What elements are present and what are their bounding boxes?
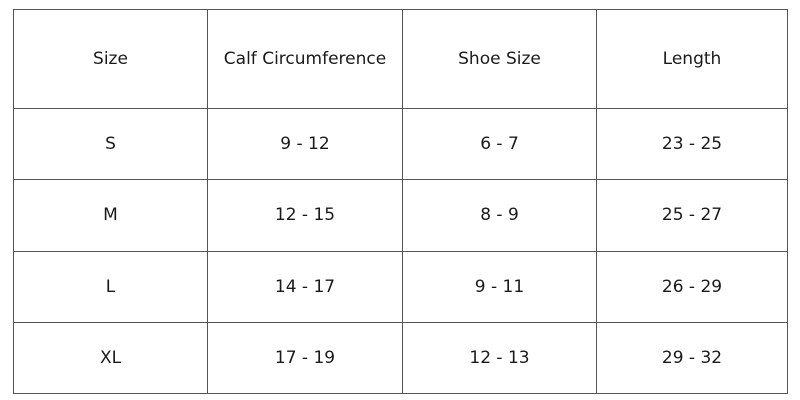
cell-shoe-size: 6 - 7 bbox=[402, 107, 597, 181]
cell-calf-circumference: 12 - 15 bbox=[207, 179, 403, 252]
table-row: XL 17 - 19 12 - 13 29 - 32 bbox=[13, 321, 788, 395]
cell-shoe-size: 12 - 13 bbox=[402, 321, 597, 395]
header-size: Size bbox=[13, 9, 208, 109]
cell-calf-circumference: 17 - 19 bbox=[207, 321, 403, 395]
cell-calf-circumference: 14 - 17 bbox=[207, 250, 403, 323]
size-chart-table: Size Calf Circumference Shoe Size Length… bbox=[13, 9, 788, 395]
cell-shoe-size: 8 - 9 bbox=[402, 179, 597, 252]
table-row: M 12 - 15 8 - 9 25 - 27 bbox=[13, 179, 788, 252]
cell-size: S bbox=[13, 107, 208, 181]
table-row: L 14 - 17 9 - 11 26 - 29 bbox=[13, 250, 788, 323]
cell-size: XL bbox=[13, 321, 208, 395]
cell-calf-circumference: 9 - 12 bbox=[207, 107, 403, 181]
header-row: Size Calf Circumference Shoe Size Length bbox=[13, 9, 788, 109]
header-shoe-size: Shoe Size bbox=[402, 9, 597, 109]
cell-size: L bbox=[13, 250, 208, 323]
table-row: S 9 - 12 6 - 7 23 - 25 bbox=[13, 107, 788, 181]
cell-length: 26 - 29 bbox=[596, 250, 788, 323]
cell-length: 23 - 25 bbox=[596, 107, 788, 181]
cell-length: 29 - 32 bbox=[596, 321, 788, 395]
header-length: Length bbox=[596, 9, 788, 109]
cell-length: 25 - 27 bbox=[596, 179, 788, 252]
cell-shoe-size: 9 - 11 bbox=[402, 250, 597, 323]
cell-size: M bbox=[13, 179, 208, 252]
header-calf-circumference: Calf Circumference bbox=[207, 9, 403, 109]
